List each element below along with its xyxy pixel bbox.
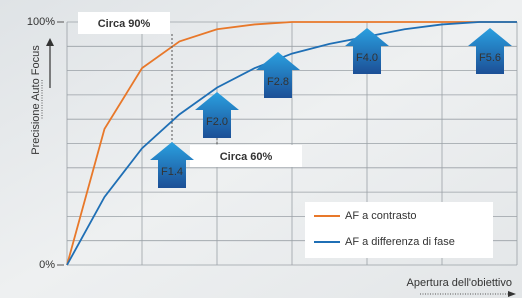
aperture-label: F2.8 <box>267 76 289 88</box>
aperture-label: F5.6 <box>479 52 501 64</box>
annotation: Circa 60% <box>220 151 273 163</box>
x-axis-label: Apertura dell'obiettivo <box>407 277 512 289</box>
aperture-label: F2.0 <box>206 116 228 128</box>
y-axis-label: Precisione Auto Focus <box>30 45 42 155</box>
annotation: Circa 90% <box>98 18 151 30</box>
chart: 0% 100% Precisione Auto Focus Apertura de… <box>0 0 522 298</box>
y-tick-label: 100% <box>27 16 55 28</box>
legend-label: AF a contrasto <box>345 210 417 222</box>
aperture-label: F1.4 <box>161 166 183 178</box>
y-tick-label: 0% <box>39 259 55 271</box>
aperture-label: F4.0 <box>356 52 378 64</box>
legend-label: AF a differenza di fase <box>345 236 455 248</box>
